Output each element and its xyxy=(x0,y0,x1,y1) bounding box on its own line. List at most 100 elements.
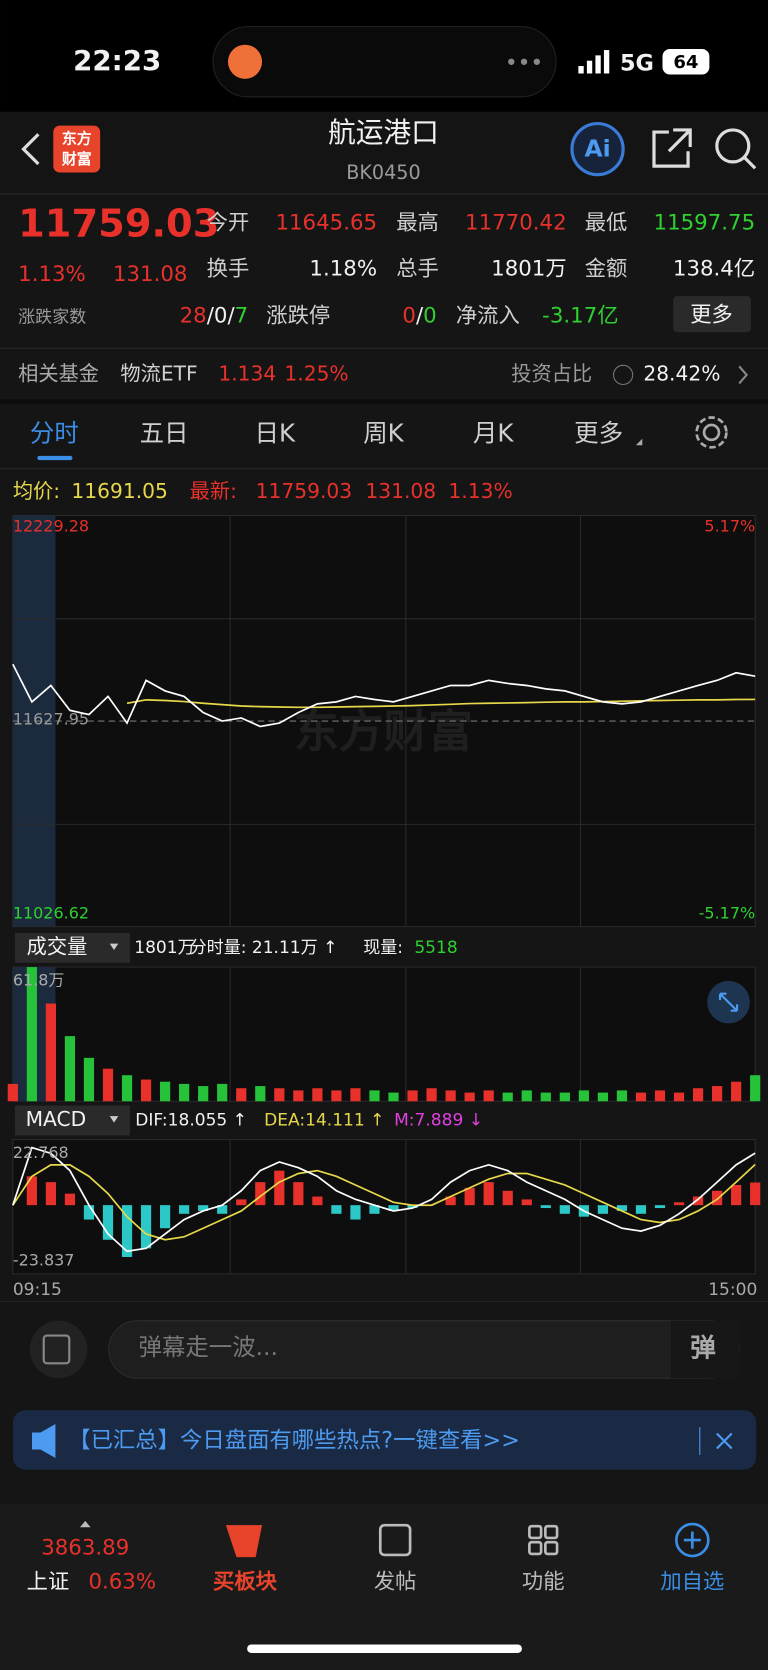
pct-max: 5.17% xyxy=(704,517,755,536)
limit-up: 0 xyxy=(402,303,416,328)
change: 131.08 xyxy=(113,262,188,287)
volume-bar xyxy=(179,1083,190,1102)
dea-label: DEA:14.111 ↑ xyxy=(264,1110,384,1130)
volume-bar xyxy=(483,1090,494,1102)
macd-chart xyxy=(12,1146,761,1257)
ratio-label: 投资占比 xyxy=(511,361,592,385)
bottom-nav xyxy=(0,1503,768,1670)
last: 11759.03 xyxy=(256,479,352,503)
fund-label: 相关基金 xyxy=(18,361,99,385)
last-label: 最新: xyxy=(190,479,237,503)
volume-bar xyxy=(312,1088,323,1102)
ai-button[interactable] xyxy=(570,121,625,177)
limit-down: 0 xyxy=(423,303,437,328)
title: 航运港口 xyxy=(328,116,439,149)
home-indicator xyxy=(247,1644,522,1653)
nav-label[interactable]: 发帖 xyxy=(374,1570,417,1595)
nav-icon xyxy=(225,1525,263,1558)
volume-now-label: 现量: xyxy=(363,938,403,958)
dropdown-arrow xyxy=(109,943,119,951)
volume-bar xyxy=(731,1081,742,1102)
flow-label: 净流入 xyxy=(456,303,520,328)
volume-bar xyxy=(578,1090,589,1102)
settings-button[interactable] xyxy=(695,416,728,449)
tab[interactable]: 更多 xyxy=(574,419,623,448)
comment-icon[interactable] xyxy=(29,1320,88,1379)
volume-selector[interactable] xyxy=(14,932,130,963)
volume-bar xyxy=(445,1090,456,1102)
volume-bar xyxy=(464,1092,475,1102)
field-value: 1801万 xyxy=(491,256,567,281)
sep: / xyxy=(207,303,215,328)
help-icon xyxy=(612,364,634,386)
volume-bar xyxy=(616,1090,628,1102)
tab[interactable]: 分时 xyxy=(30,419,79,448)
breadth-flat: 0 xyxy=(214,303,228,328)
limit-label: 涨跌停 xyxy=(266,303,330,328)
banner-close[interactable] xyxy=(716,1432,733,1450)
nav-label[interactable]: 功能 xyxy=(522,1570,565,1595)
tab[interactable]: 月K xyxy=(473,419,514,448)
back-button[interactable] xyxy=(21,133,40,166)
fund-name: 物流ETF xyxy=(120,361,197,385)
macd-panel xyxy=(12,1139,756,1275)
flow-value: -3.17亿 xyxy=(542,303,618,328)
search-button[interactable] xyxy=(715,128,757,170)
price: 11759.03 xyxy=(18,201,219,246)
nav-label[interactable]: 加自选 xyxy=(660,1570,724,1595)
volume-bar xyxy=(45,1003,57,1102)
volume-panel xyxy=(12,966,756,1102)
avg-line xyxy=(126,698,756,709)
avg: 11691.05 xyxy=(71,479,167,503)
banner[interactable] xyxy=(12,1410,757,1470)
change-pct: 1.13% xyxy=(18,262,86,287)
fund-pct: 1.25% xyxy=(284,361,348,385)
macd-selector[interactable] xyxy=(14,1105,130,1136)
volume-chart xyxy=(7,967,761,1102)
dif-label: DIF:18.055 ↑ xyxy=(135,1110,247,1130)
volume-bar xyxy=(673,1092,685,1102)
danmaku-toggle[interactable] xyxy=(671,1320,740,1379)
quote-fields: 今开 11645.65 最高 11770.42 最低 11597.75 换手 1.18% 总手 1… xyxy=(207,211,756,282)
volume-bar xyxy=(559,1092,570,1102)
more-button[interactable] xyxy=(673,296,751,333)
field-label: 最低 xyxy=(585,211,628,236)
volume-bar xyxy=(83,1057,95,1102)
pct: 1.13% xyxy=(448,479,512,503)
breadth: 28/0/7 xyxy=(180,303,249,328)
code: BK0450 xyxy=(346,161,420,184)
share-button[interactable] xyxy=(652,128,692,168)
logo xyxy=(53,125,101,173)
macd-label: MACD xyxy=(26,1107,87,1131)
logo-text: 财富 xyxy=(62,150,92,168)
danmaku-label: 弹 xyxy=(690,1333,716,1363)
grid xyxy=(229,967,582,1102)
status-time: 22:23 xyxy=(73,44,161,77)
tab[interactable]: 日K xyxy=(255,419,296,448)
field-label: 最高 xyxy=(396,211,439,236)
volume-bar xyxy=(26,967,37,1102)
tab[interactable]: 周K xyxy=(363,419,404,448)
nav-label[interactable]: 买板块 xyxy=(213,1570,278,1595)
volume-now: 5518 xyxy=(414,938,457,958)
volume-bar xyxy=(597,1092,608,1102)
volume-per-min: 分时量: 21.11万 ↑ xyxy=(190,938,338,958)
volume-bar xyxy=(635,1092,647,1102)
dea-line xyxy=(12,1163,756,1241)
tab[interactable]: 五日 xyxy=(140,419,189,448)
volume-bar xyxy=(293,1090,304,1102)
volume-bar xyxy=(255,1086,266,1102)
price-chart: 11627.95 xyxy=(12,663,756,728)
banner-text: 【已汇总】今日盘面有哪些热点?一键查看>> xyxy=(68,1428,520,1454)
change: 131.08 xyxy=(365,479,436,503)
volume-bar xyxy=(750,1075,761,1102)
volume-max: 61.8万 xyxy=(13,970,65,989)
nav-items: 买板块 发帖 功能 加自选 xyxy=(213,1570,724,1595)
megaphone-icon xyxy=(32,1423,56,1459)
price-line xyxy=(12,663,756,728)
chevron xyxy=(738,365,749,385)
macd-max: 22.768 xyxy=(13,1143,69,1162)
volume-bar xyxy=(331,1090,342,1102)
